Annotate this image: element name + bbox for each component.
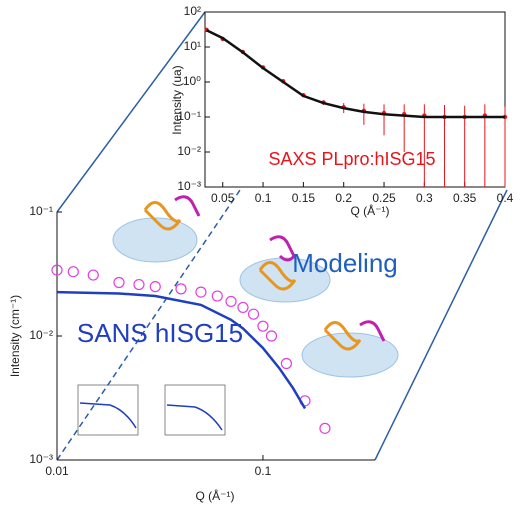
guide-line bbox=[56, 189, 241, 461]
plot-background bbox=[204, 11, 506, 188]
data-point bbox=[237, 301, 249, 314]
data-point bbox=[211, 290, 223, 302]
molecule bbox=[301, 320, 399, 378]
molecule bbox=[112, 195, 201, 263]
data-point bbox=[225, 295, 237, 308]
y-tick-label: 10⁻³ bbox=[29, 452, 53, 466]
chart: 10² 10¹ 10⁰ 10⁻¹ 10⁻² 10⁻³ 0.05 0.1 0.15 0.2 0.25 0… bbox=[170, 4, 513, 218]
molecules bbox=[112, 195, 399, 378]
chart-annotation: SAXS PLpro:hISG15 bbox=[268, 149, 435, 169]
data-point bbox=[51, 264, 63, 276]
x-tick-label: 0.25 bbox=[372, 191, 396, 205]
x-tick-label: 0.4 bbox=[497, 191, 514, 205]
data-point bbox=[133, 278, 145, 291]
y-tick-label: 10⁻² bbox=[177, 144, 201, 158]
x-tick-label: 0.1 bbox=[255, 464, 272, 478]
guide-line bbox=[56, 11, 206, 213]
y-tick-label: 10¹ bbox=[184, 39, 201, 53]
x-axis-label: Q (Å⁻¹) bbox=[351, 203, 390, 218]
data-point bbox=[113, 276, 125, 289]
guide-line bbox=[374, 189, 508, 461]
fit-line bbox=[56, 290, 307, 410]
data-point bbox=[87, 269, 99, 281]
modeling-label: Modeling bbox=[292, 248, 398, 278]
mini-plot-frame bbox=[77, 384, 139, 436]
mini-plot-frame bbox=[164, 384, 226, 436]
fit-line bbox=[206, 29, 505, 119]
mini-plots bbox=[77, 384, 226, 436]
data-point bbox=[280, 357, 293, 370]
x-axis-label: Q (Å⁻¹) bbox=[196, 488, 235, 503]
x-tick-label: 0.01 bbox=[45, 464, 69, 478]
x-tick-label: 0.2 bbox=[335, 191, 352, 205]
x-tick-label: 0.05 bbox=[211, 191, 235, 205]
data-point bbox=[319, 422, 331, 434]
y-axis-label: Intensity (cm⁻¹) bbox=[8, 295, 22, 377]
data-point bbox=[149, 281, 161, 293]
data-point bbox=[247, 308, 260, 320]
y-tick-label: 10² bbox=[184, 4, 201, 18]
y-tick-label: 10⁻² bbox=[29, 328, 53, 342]
chart: 10⁻¹ 10⁻² 10⁻³0.01 0.1 Q (Å⁻¹) Intensity (cm⁻… bbox=[8, 204, 375, 503]
perspective bbox=[56, 11, 508, 461]
x-tick-label: 0.1 bbox=[255, 191, 272, 205]
y-tick-label: 10⁻¹ bbox=[177, 109, 201, 123]
mini-curve bbox=[79, 402, 137, 429]
data-point bbox=[175, 283, 187, 295]
x-tick-label: 0.15 bbox=[292, 191, 316, 205]
molecule bbox=[239, 235, 331, 303]
data-point bbox=[265, 330, 278, 342]
chart-annotation: SANS hISG15 bbox=[77, 318, 243, 348]
y-axis-label: Intensity (ua) bbox=[170, 65, 184, 134]
mini-curve bbox=[166, 404, 223, 431]
y-tick-label: 10⁰ bbox=[183, 74, 201, 88]
x-tick-label: 0.3 bbox=[416, 191, 433, 205]
data-point bbox=[257, 320, 269, 332]
data-point bbox=[195, 286, 207, 298]
data-point bbox=[67, 266, 79, 278]
y-tick-label: 10⁻¹ bbox=[29, 204, 53, 218]
y-tick-label: 10⁻³ bbox=[177, 179, 201, 193]
x-tick-label: 0.35 bbox=[453, 191, 477, 205]
